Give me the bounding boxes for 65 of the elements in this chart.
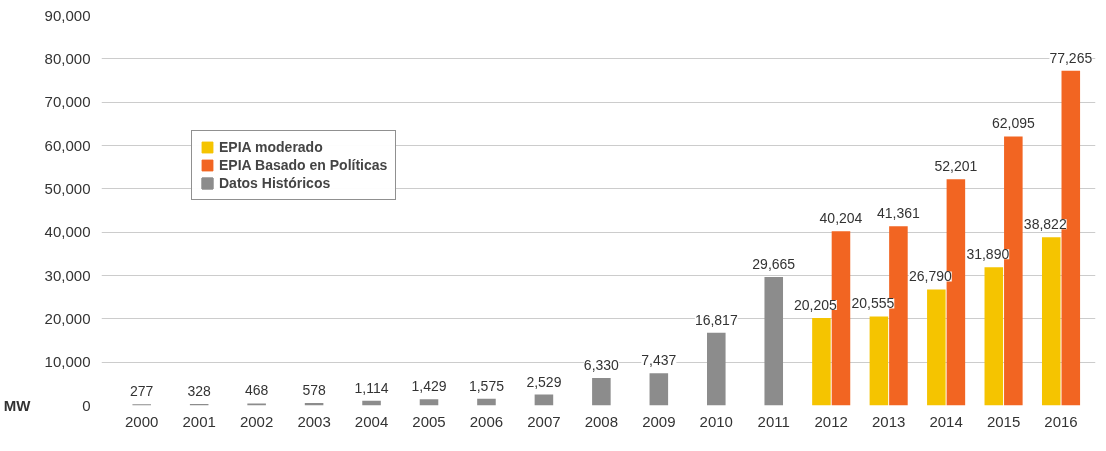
data-label: 20,555 [851,295,895,312]
y-tick-label: 60,000 [44,136,91,154]
y-tick-label: 50,000 [44,179,91,197]
data-label: 31,890 [966,246,1010,263]
x-tick-label: 2006 [469,412,504,430]
data-label: 6,330 [583,357,620,374]
x-tick-label: 2007 [527,412,561,430]
x-tick-label: 2016 [1044,412,1078,430]
x-tick-label: 2003 [297,412,331,430]
data-label: 77,265 [1049,49,1093,66]
x-tick-label: 2011 [757,412,790,430]
y-tick-label: 20,000 [44,309,91,327]
data-label: 26,790 [908,268,952,285]
data-label: 1,114 [354,379,389,396]
x-tick-label: 2012 [814,412,848,430]
x-tick-label: 2008 [584,412,619,430]
data-label: 38,822 [1023,216,1067,233]
data-label: 328 [187,383,212,400]
data-label: 7,437 [641,352,677,369]
bar [764,276,784,406]
bar [927,289,946,406]
bar [649,373,669,406]
bar [869,316,889,406]
y-tick-label: 80,000 [44,49,91,67]
data-label: 16,817 [694,311,738,328]
data-label: 41,361 [877,205,921,222]
x-tick-label: 2010 [699,412,733,430]
legend-label: Datos Históricos [219,175,331,191]
legend-label: EPIA Basado en Políticas [219,157,388,173]
y-tick-label: 40,000 [44,223,91,241]
y-tick-label: 70,000 [44,93,91,111]
legend-label: EPIA moderado [219,139,323,155]
y-tick-label: 10,000 [44,353,91,371]
y-tick-label: 30,000 [44,266,91,284]
data-label: 62,095 [991,115,1035,132]
bar [984,267,1004,406]
y-axis-title: MW [3,397,32,414]
bar [247,403,266,406]
bar [1041,237,1061,406]
x-tick-label: 2002 [239,412,274,430]
x-tick-label: 2013 [871,412,906,430]
data-label: 578 [302,382,326,398]
data-label: 2,529 [526,373,562,390]
x-tick-label: 2015 [986,412,1021,430]
x-tick-label: 2004 [354,412,389,430]
bar [812,317,831,406]
bar [419,399,439,406]
x-tick-label: 2014 [929,412,963,430]
y-tick-label: 0 [82,396,91,414]
y-tick-label: 90,000 [44,6,91,24]
x-tick-label: 2001 [182,412,216,430]
data-label: 40,204 [819,210,863,227]
data-label: 1,575 [468,377,505,394]
bar [477,398,496,406]
x-tick-label: 2009 [642,412,676,430]
bar [707,332,726,406]
data-label: 29,665 [752,255,796,272]
data-label: 1,429 [411,378,447,395]
data-label: 277 [130,383,154,400]
data-label: 20,205 [794,296,838,313]
x-tick-label: 2000 [125,412,159,430]
data-label: 52,201 [934,158,978,175]
x-tick-label: 2005 [412,412,446,430]
data-label: 468 [244,382,269,399]
bar [592,378,611,406]
